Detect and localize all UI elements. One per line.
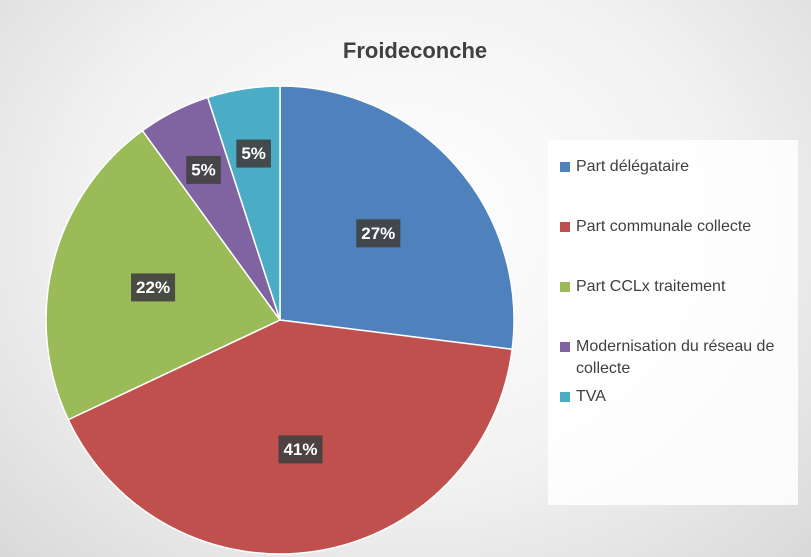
data-label-text: 22%	[136, 278, 170, 297]
data-label-box	[131, 273, 176, 302]
data-label-text: 41%	[283, 440, 317, 459]
data-label-box	[356, 219, 401, 248]
legend-swatch	[560, 162, 570, 172]
legend-label: Part délégataire	[576, 158, 689, 175]
data-label: 5%	[186, 155, 221, 184]
data-label-box	[278, 435, 323, 464]
legend-swatch	[560, 222, 570, 232]
data-label-box	[236, 139, 271, 168]
data-label-text: 27%	[361, 224, 395, 243]
legend-item: Modernisation du réseau de collecte	[560, 336, 790, 380]
legend-label: TVA	[576, 388, 606, 405]
chart-title: Froideconche	[343, 38, 487, 63]
data-label: 41%	[278, 435, 323, 464]
data-label: 22%	[131, 273, 176, 302]
legend-swatch	[560, 342, 570, 352]
legend-label: Part communale collecte	[576, 218, 752, 235]
data-label: 27%	[356, 219, 401, 248]
legend-swatch	[560, 282, 570, 292]
legend: Part délégataire Part communale collecte P…	[548, 140, 798, 505]
data-label-text: 5%	[191, 160, 216, 179]
legend-item: Part communale collecte	[560, 216, 790, 238]
data-label: 5%	[236, 139, 271, 168]
legend-swatch	[560, 392, 570, 402]
legend-label: Modernisation du réseau de collecte	[576, 338, 775, 377]
legend-item: TVA	[560, 386, 790, 408]
data-label-text: 5%	[241, 144, 266, 163]
legend-item: Part CCLx traitement	[560, 276, 790, 298]
pie-slice	[279, 85, 515, 351]
legend-label: Part CCLx traitement	[576, 278, 726, 295]
legend-item: Part délégataire	[560, 156, 790, 178]
data-label-box	[186, 155, 221, 184]
